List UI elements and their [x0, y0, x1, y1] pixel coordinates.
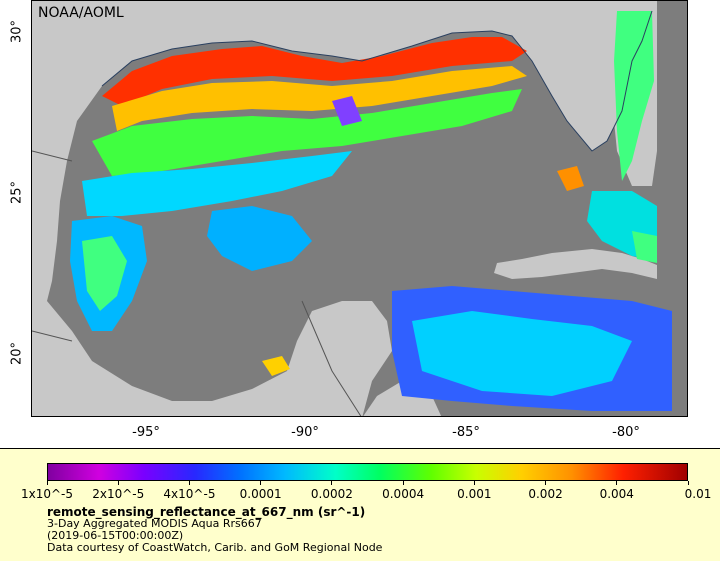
colorbar-tick-mark [46, 481, 48, 485]
legend-line-2: (2019-06-15T00:00:00Z) [47, 529, 184, 542]
colorbar-tick-mark [545, 481, 547, 485]
cuba-orange [557, 166, 584, 191]
lon-tick-85: -85° [452, 425, 480, 440]
lat-tick-30: 30° [9, 19, 25, 44]
caribbean-patch-cyan [412, 311, 632, 396]
lon-tick-95: -95° [132, 425, 160, 440]
colorbar-tick-label: 0.004 [599, 487, 634, 501]
coastal-orange-band [112, 66, 527, 131]
western-shelf-green [82, 236, 127, 311]
map-credit: NOAA/AOML [38, 5, 124, 21]
lon-tick-90: -90° [291, 425, 319, 440]
colorbar-tick-label: 2x10^-5 [92, 487, 145, 501]
map-area[interactable]: NOAA/AOML [31, 0, 688, 417]
central-patches [207, 206, 312, 271]
land-mexico [32, 301, 392, 416]
colorbar-tick-label: 0.001 [457, 487, 492, 501]
colorbar [47, 463, 688, 481]
colorbar-tick-label: 0.0001 [239, 487, 282, 501]
colorbar-tick-mark [402, 481, 404, 485]
colorbar-tick-mark [117, 481, 119, 485]
shelf-cyan-band [82, 151, 352, 216]
land-cuba [494, 249, 672, 279]
land-central-america [363, 381, 442, 416]
colorbar-tick-mark [616, 481, 618, 485]
shelf-green-band [92, 89, 522, 176]
lat-tick-20: 20° [9, 341, 25, 366]
colorbar-tick-label: 0.002 [528, 487, 563, 501]
legend-title: remote_sensing_reflectance_at_667_nm (sr… [47, 505, 366, 519]
coastline [101, 10, 653, 152]
legend-line-3: Data courtesy of CoastWatch, Carib. and … [47, 541, 383, 554]
coastal-high-band [102, 37, 527, 106]
map-canvas [32, 1, 687, 416]
colorbar-tick-mark [331, 481, 333, 485]
colorbar-tick-label: 0.0004 [382, 487, 425, 501]
keys-high [632, 231, 657, 263]
colorbar-tick-label: 4x10^-5 [163, 487, 216, 501]
florida-east-data [614, 11, 654, 181]
border-lines [32, 150, 362, 416]
colorbar-tick-label: 1x10^-5 [20, 487, 74, 501]
colorbar-tick-label: 0.01 [684, 487, 712, 501]
colorbar-tick-mark [188, 481, 190, 485]
colorbar-tick-mark [687, 481, 689, 485]
colorbar-tick-label: 0.0002 [310, 487, 353, 501]
purple-dots [332, 96, 362, 126]
lon-tick-80: -80° [612, 425, 640, 440]
yucatan-orange [262, 356, 290, 376]
legend-line-1: 3-Day Aggregated MODIS Aqua Rrs667 [47, 517, 262, 530]
colorbar-tick-mark [260, 481, 262, 485]
legend-panel: remote_sensing_reflectance_at_667_nm (sr… [0, 448, 720, 561]
colorbar-tick-mark [473, 481, 475, 485]
lat-tick-25: 25° [9, 180, 25, 205]
